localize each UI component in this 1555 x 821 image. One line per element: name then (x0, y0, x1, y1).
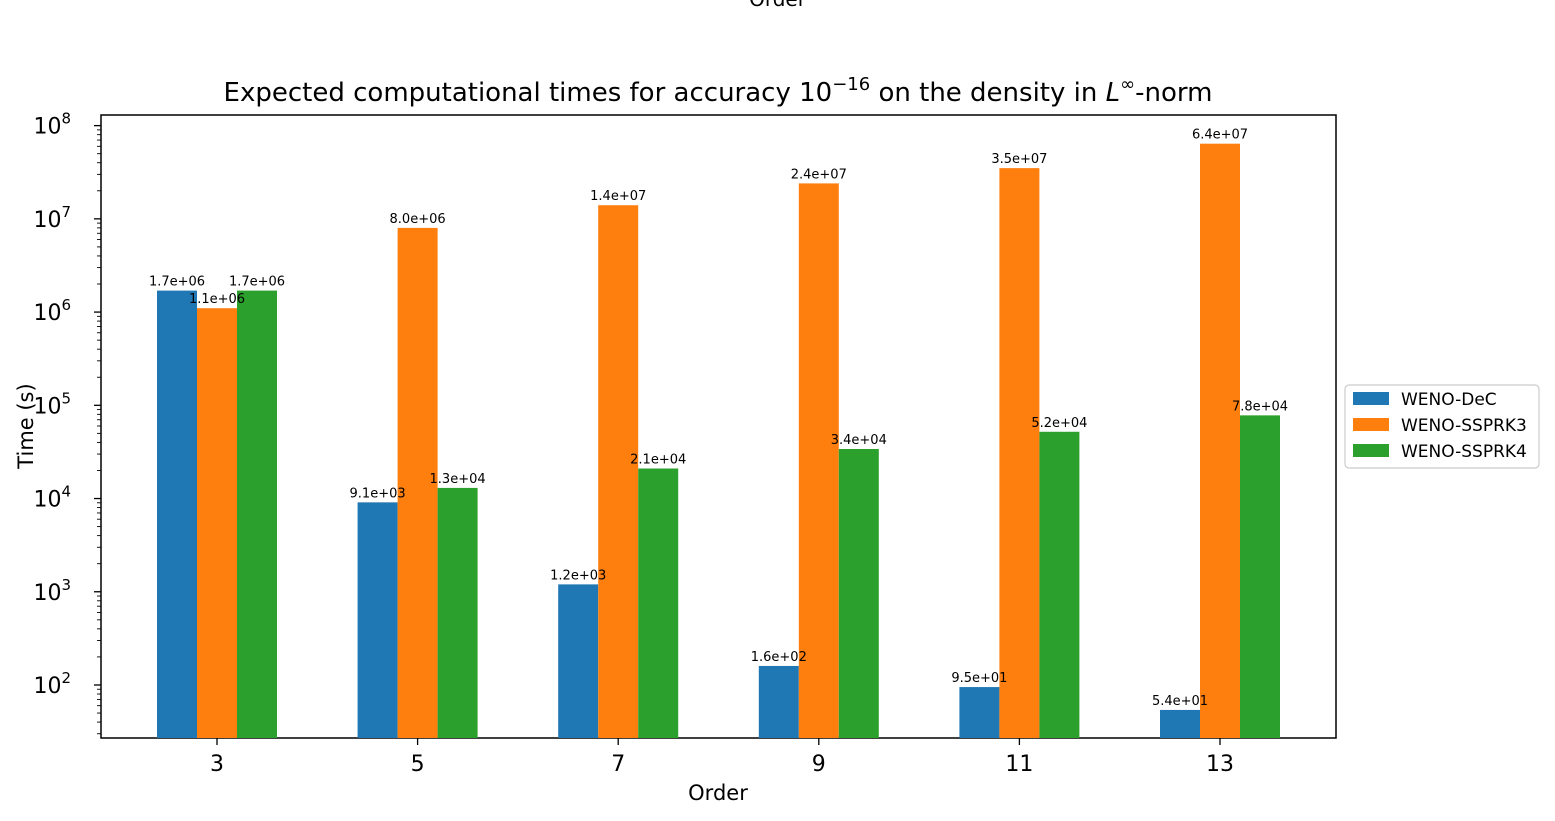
bar-weno-ssprk3-5 (397, 227, 438, 738)
bar-weno-ssprk4-3 (237, 290, 277, 738)
bar-weno-dec-3 (157, 290, 197, 738)
cropped-top-axis-label: Order (0, 0, 1555, 11)
y-tick-label: 102 (33, 669, 71, 699)
bar-label-weno-dec-5: 9.1e+03 (350, 486, 406, 501)
y-tick-label: 106 (33, 296, 71, 326)
bar-label-weno-ssprk4-7: 2.1e+04 (630, 452, 686, 467)
bar-weno-ssprk4-5 (437, 487, 478, 738)
bar-label-weno-dec-3: 1.7e+06 (149, 275, 205, 290)
y-tick-label: 108 (33, 110, 71, 140)
bar-label-weno-ssprk3-9: 2.4e+07 (791, 167, 847, 182)
bar-weno-dec-9 (758, 665, 799, 738)
bar-label-weno-ssprk4-9: 3.4e+04 (831, 433, 887, 448)
x-tick-label-13: 13 (1206, 752, 1234, 777)
bar-weno-ssprk3-13 (1200, 143, 1240, 738)
y-tick-label: 105 (33, 389, 71, 419)
y-axis-label: Time (s) (14, 383, 38, 469)
bar-label-weno-dec-13: 5.4e+01 (1152, 694, 1208, 709)
bar-weno-ssprk3-11 (999, 168, 1040, 738)
x-tick-label-9: 9 (812, 752, 826, 777)
legend-swatch-weno-dec (1353, 392, 1389, 405)
bar-weno-dec-7 (558, 584, 599, 738)
bar-weno-ssprk4-13 (1240, 415, 1280, 738)
legend-label-weno-ssprk3: WENO-SSPRK3 (1401, 416, 1527, 436)
plot-area (100, 114, 1337, 739)
bar-weno-ssprk4-7 (638, 468, 679, 738)
bar-weno-dec-11 (959, 687, 1000, 738)
x-tick-label-5: 5 (411, 752, 425, 777)
legend: WENO-DeC WENO-SSPRK3 WENO-SSPRK4 (1344, 384, 1540, 469)
bar-label-weno-ssprk3-13: 6.4e+07 (1192, 128, 1248, 143)
x-tick-label-7: 7 (611, 752, 625, 777)
bar-label-weno-ssprk4-5: 1.3e+04 (430, 472, 486, 487)
legend-swatch-weno-ssprk3 (1353, 418, 1389, 431)
x-axis: 3 5 7 9 11 13 (210, 738, 1234, 777)
bar-weno-ssprk4-11 (1039, 431, 1080, 738)
bar-label-weno-dec-9: 1.6e+02 (751, 650, 807, 665)
bar-weno-dec-13 (1160, 709, 1200, 738)
bar-label-weno-ssprk4-13: 7.8e+04 (1232, 399, 1288, 414)
bar-label-weno-ssprk4-3: 1.7e+06 (229, 275, 285, 290)
bar-label-weno-ssprk3-11: 3.5e+07 (991, 152, 1047, 167)
bar-weno-ssprk4-9 (838, 448, 879, 738)
bar-weno-dec-5 (357, 502, 398, 738)
bar-label-weno-ssprk3-7: 1.4e+07 (590, 189, 646, 204)
bars-group (157, 143, 1280, 738)
legend-box (1344, 384, 1540, 469)
y-tick-label: 107 (33, 203, 71, 233)
y-tick-label: 104 (33, 483, 71, 513)
bar-label-weno-ssprk3-5: 8.0e+06 (390, 212, 446, 227)
y-tick-label: 103 (33, 576, 71, 606)
legend-swatch-weno-ssprk4 (1353, 444, 1389, 457)
chart-title: Expected computational times for accurac… (224, 74, 1213, 108)
legend-label-weno-ssprk4: WENO-SSPRK4 (1401, 442, 1527, 462)
bar-labels-group: 1.7e+06 1.1e+06 1.7e+06 9.1e+03 8.0e+06 1.3e+… (149, 128, 1288, 709)
bar-label-weno-ssprk4-11: 5.2e+04 (1031, 416, 1087, 431)
bar-weno-ssprk3-3 (197, 308, 237, 738)
bar-weno-ssprk3-7 (598, 205, 639, 738)
legend-label-weno-dec: WENO-DeC (1401, 390, 1497, 410)
bar-label-weno-dec-7: 1.2e+03 (550, 568, 606, 583)
x-axis-label: Order (688, 781, 748, 805)
bar-label-weno-dec-11: 9.5e+01 (951, 671, 1007, 686)
bar-label-weno-ssprk3-3: 1.1e+06 (189, 292, 245, 307)
bar-weno-ssprk3-9 (798, 183, 839, 738)
y-axis: 102 103 104 105 106 107 108 (33, 110, 101, 735)
x-tick-label-11: 11 (1005, 752, 1033, 777)
x-tick-label-3: 3 (210, 752, 224, 777)
